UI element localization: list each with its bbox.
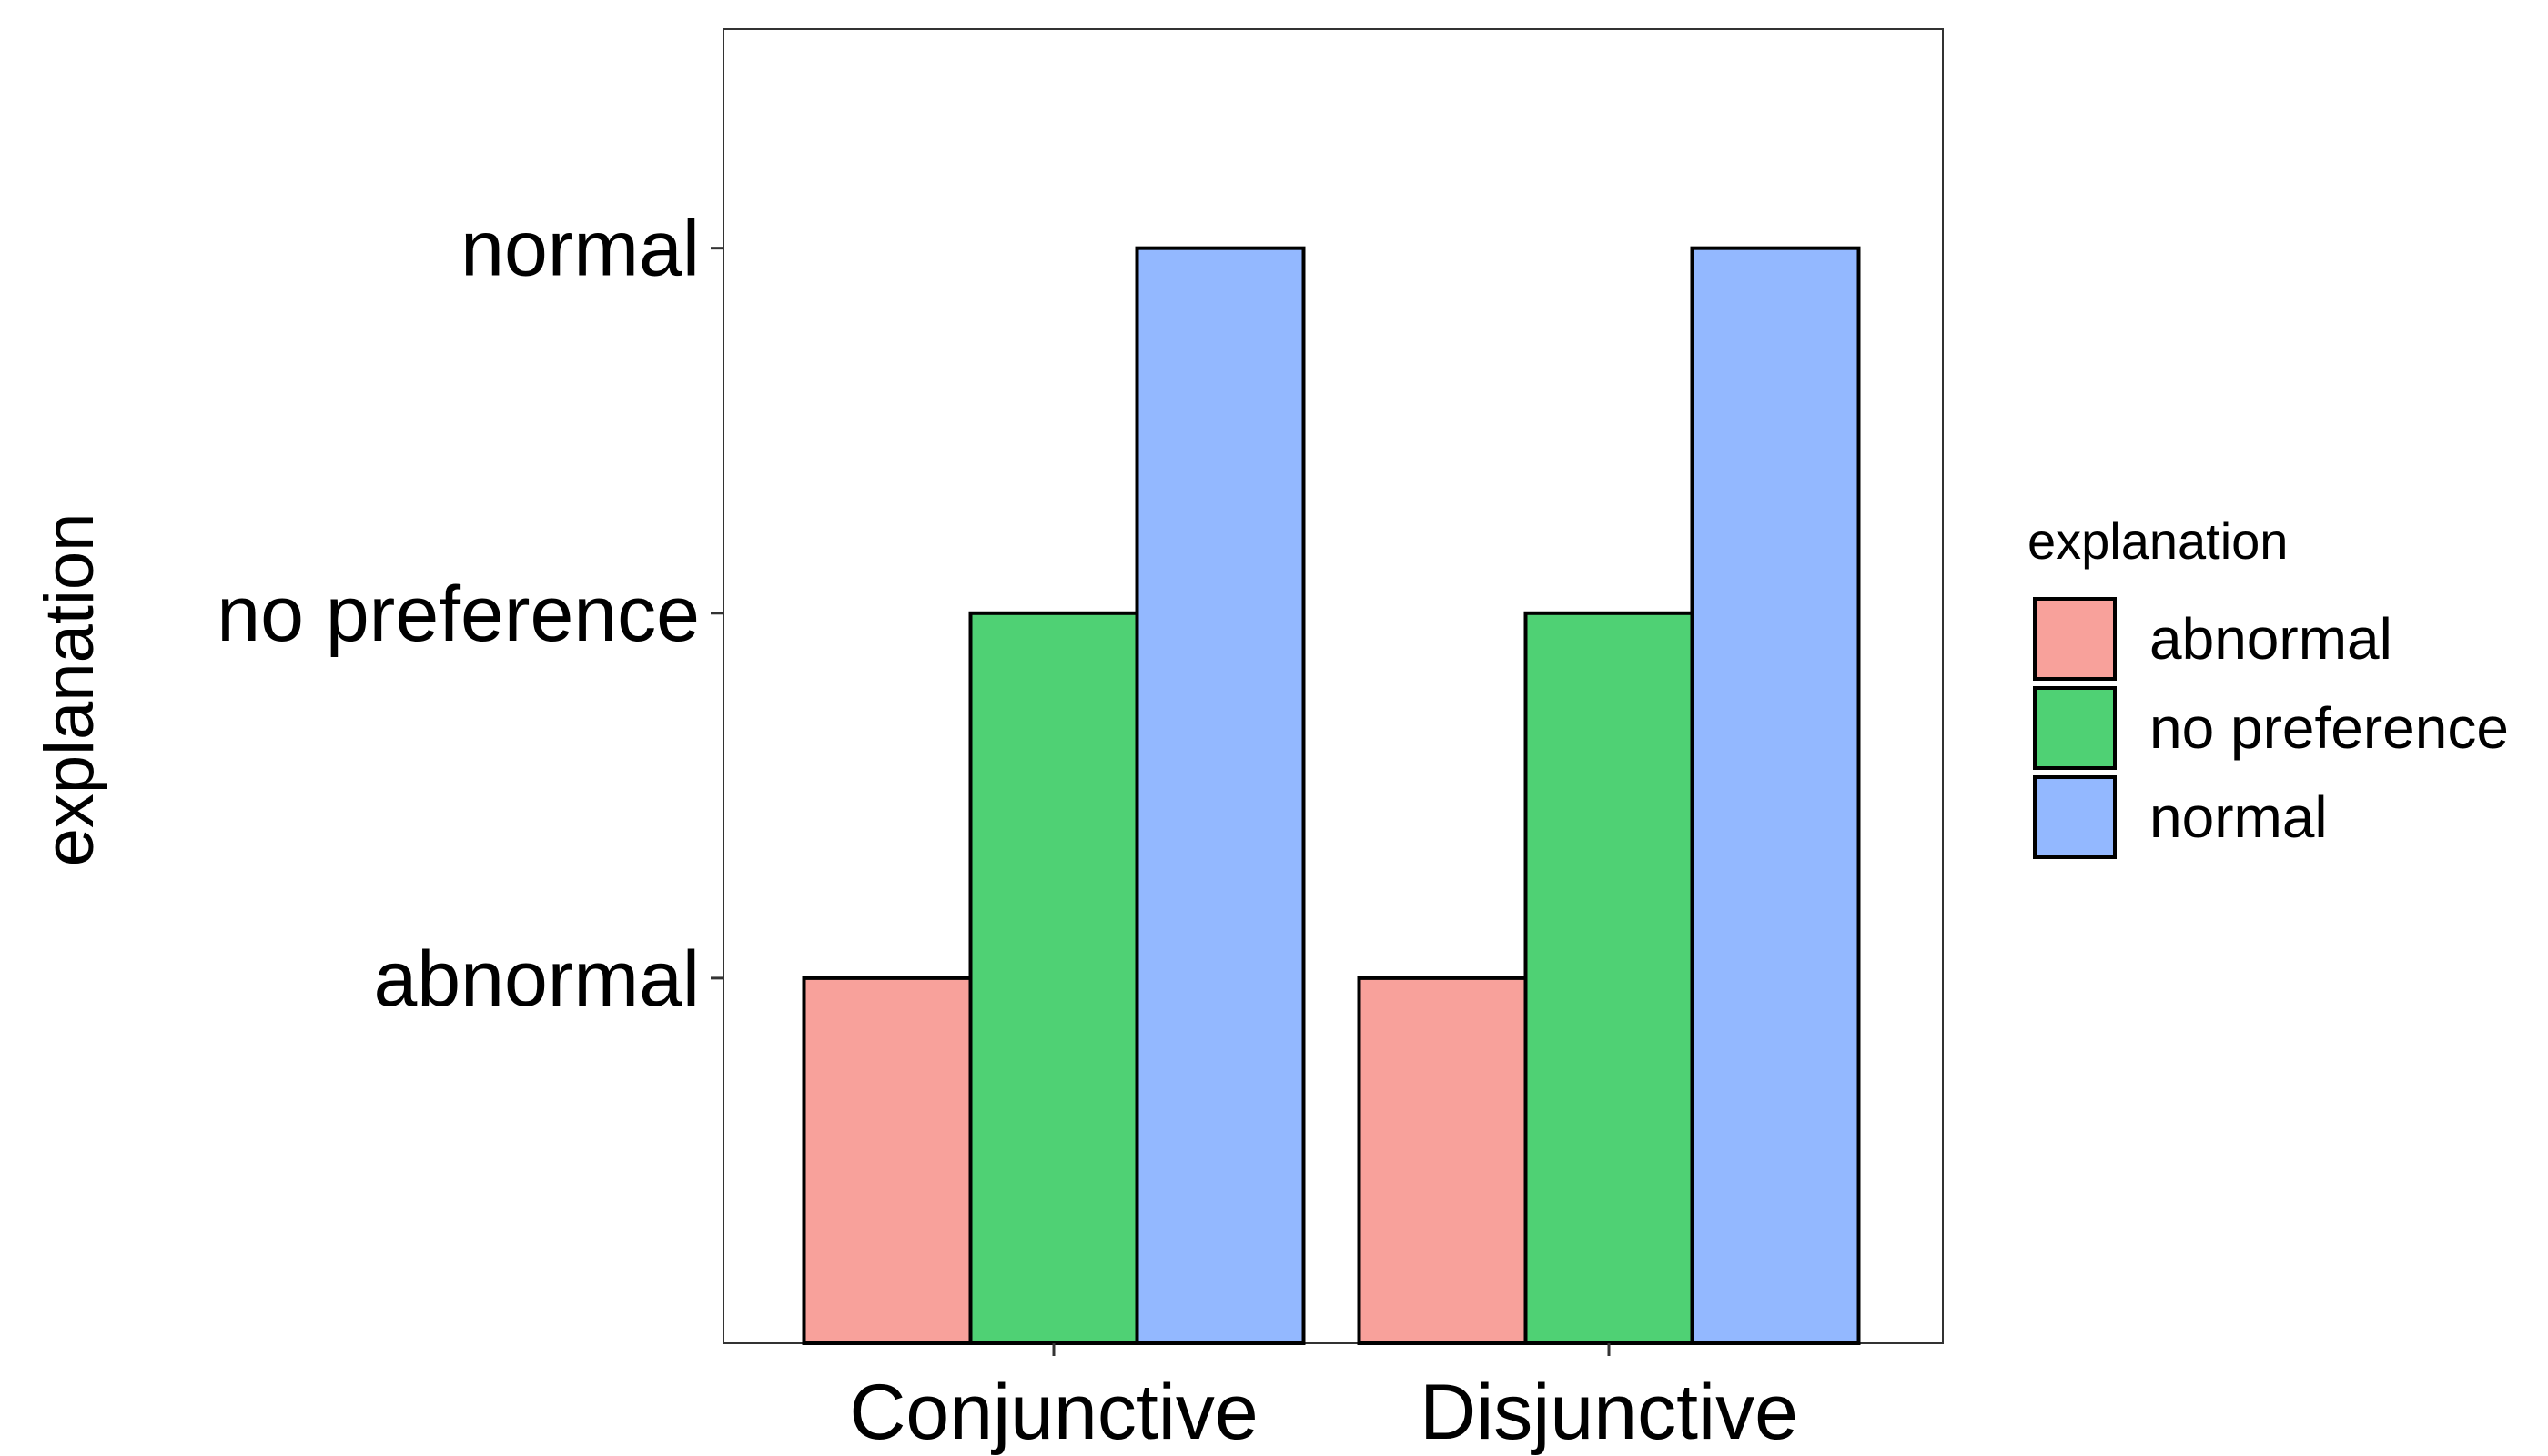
bar-disjunctive-abnormal [1357, 976, 1528, 1346]
legend-label: no preference [2149, 695, 2509, 761]
y-tick-label: normal [460, 206, 700, 293]
y-tick-label: no preference [217, 571, 700, 658]
legend-key [2033, 597, 2117, 681]
legend-label: normal [2149, 784, 2328, 850]
bars-group [802, 246, 1861, 1346]
legend: explanation abnormal no preference normal [2027, 512, 2509, 859]
x-axis: Conjunctive Disjunctive [849, 1343, 1798, 1456]
x-tick-label: Conjunctive [849, 1369, 1258, 1456]
y-axis-title: explanation [31, 513, 108, 867]
bar-conjunctive-normal [1135, 246, 1306, 1346]
x-tick-label: Disjunctive [1420, 1369, 1798, 1456]
y-axis: abnormal no preference normal [217, 206, 723, 1023]
y-tick-label: abnormal [373, 935, 700, 1023]
panel-border [723, 28, 1944, 1344]
bar-conjunctive-no-preference [968, 611, 1139, 1345]
legend-key [2033, 686, 2117, 770]
bar-conjunctive-abnormal [802, 976, 973, 1346]
legend-title: explanation [2027, 512, 2288, 570]
bar-disjunctive-normal [1690, 246, 1861, 1346]
legend-label: abnormal [2149, 606, 2392, 672]
bar-disjunctive-no-preference [1523, 611, 1694, 1345]
legend-key [2033, 775, 2117, 859]
